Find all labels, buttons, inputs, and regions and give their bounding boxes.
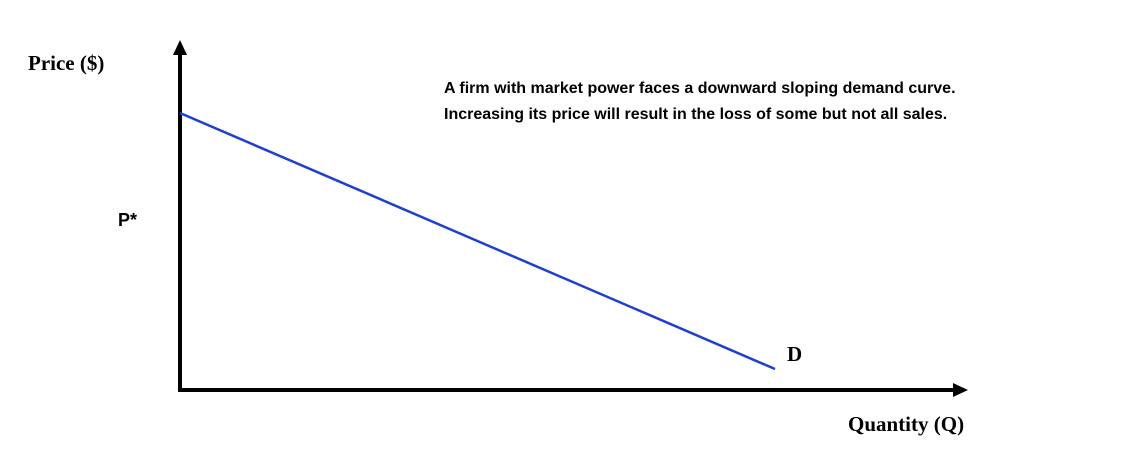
demand-curve-label: D xyxy=(787,342,802,366)
y-axis-label: Price ($) xyxy=(28,51,104,75)
annotation-line-1: A firm with market power faces a downwar… xyxy=(444,80,956,97)
x-axis-arrowhead xyxy=(953,383,968,397)
x-axis-label: Quantity (Q) xyxy=(848,412,964,436)
demand-curve xyxy=(179,111,776,371)
price-marker-label: P* xyxy=(118,210,137,230)
annotation-line-2: Increasing its price will result in the … xyxy=(444,106,947,123)
y-axis-arrowhead xyxy=(173,40,187,55)
